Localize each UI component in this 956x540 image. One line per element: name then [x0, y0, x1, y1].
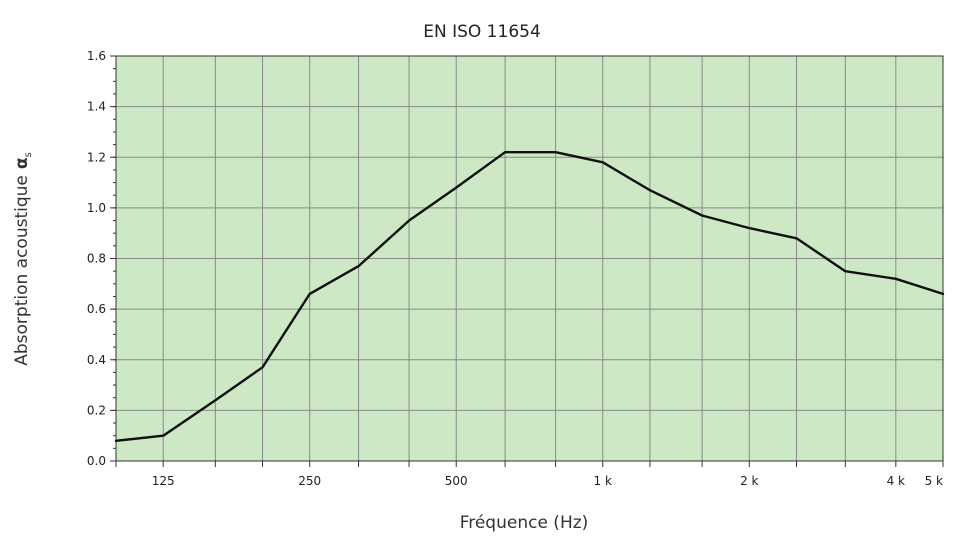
series-line — [114, 150, 945, 442]
x-axis-label: Fréquence (Hz) — [460, 513, 589, 533]
y-tick-label: 0.8 — [87, 252, 106, 266]
y-tick-label: 0.0 — [87, 454, 106, 468]
y-tick-label: 1.4 — [87, 100, 106, 114]
x-tick-label: 250 — [298, 474, 321, 488]
chart-title: EN ISO 11654 — [423, 22, 541, 42]
y-tick-label: 0.2 — [87, 403, 106, 417]
y-tick-label: 0.6 — [87, 302, 106, 316]
y-axis-label-subscript: s — [23, 152, 34, 157]
y-tick-label: 1.2 — [87, 150, 106, 164]
series — [114, 150, 945, 442]
y-axis-label-text: Absorption acoustique — [12, 175, 32, 366]
gridlines — [116, 56, 943, 461]
x-tick-label: 500 — [445, 474, 468, 488]
y-axis-label-symbol: α — [12, 157, 32, 169]
x-tick-label: 2 k — [740, 474, 758, 488]
y-axis: 0.0 0.2 0.4 0.6 0.8 1.0 1.2 1.4 1.6 — [87, 49, 116, 468]
x-tick-label: 5 k — [925, 474, 943, 488]
y-tick-label: 1.6 — [87, 49, 106, 63]
x-tick-label: 4 k — [887, 474, 905, 488]
y-tick-label: 0.4 — [87, 353, 106, 367]
y-axis-label: Absorption acoustique αs — [12, 152, 34, 366]
x-tick-label: 125 — [152, 474, 175, 488]
x-tick-label: 1 k — [594, 474, 612, 488]
x-axis: 125 250 500 1 k 2 k 4 k 5 k — [115, 461, 944, 488]
y-tick-label: 1.0 — [87, 201, 106, 215]
